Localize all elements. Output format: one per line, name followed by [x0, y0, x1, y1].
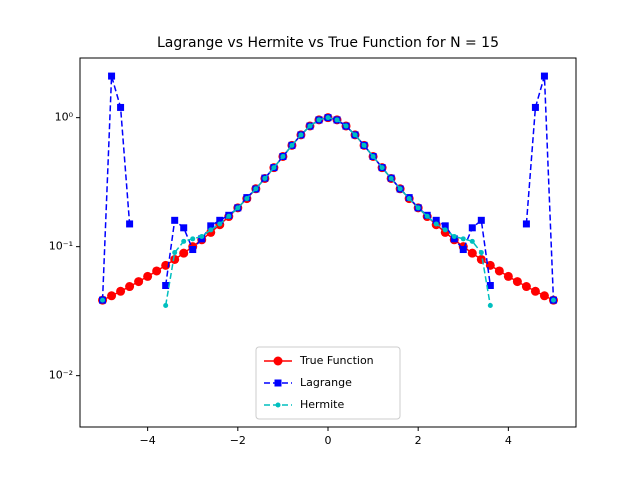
marker	[216, 216, 224, 224]
marker	[253, 186, 259, 192]
marker	[433, 221, 439, 227]
marker	[171, 216, 179, 224]
marker	[307, 123, 313, 129]
marker	[179, 248, 189, 258]
marker	[298, 132, 304, 138]
plot-area	[98, 72, 558, 308]
marker	[180, 224, 188, 232]
legend-label: Lagrange	[300, 376, 352, 389]
marker	[125, 282, 135, 292]
marker	[172, 250, 178, 256]
marker	[208, 227, 214, 233]
series-line	[525, 75, 555, 301]
marker	[539, 291, 549, 301]
y-tick-label: 10⁻²	[49, 369, 73, 382]
x-tick-label: 2	[415, 434, 422, 447]
x-tick-label: −4	[140, 434, 156, 447]
marker	[117, 103, 125, 111]
marker	[100, 297, 106, 303]
chart-title: Lagrange vs Hermite vs True Function for…	[157, 35, 499, 51]
marker	[334, 117, 340, 123]
marker	[108, 72, 116, 80]
marker	[116, 286, 126, 296]
marker	[107, 291, 117, 301]
marker	[352, 132, 358, 138]
marker	[370, 153, 376, 159]
marker	[199, 233, 205, 239]
marker	[152, 266, 162, 276]
marker	[441, 222, 449, 230]
marker	[134, 277, 144, 287]
marker	[467, 248, 477, 258]
legend-marker	[274, 379, 282, 387]
legend-label: Hermite	[300, 398, 344, 411]
legend-box	[255, 346, 401, 420]
marker	[388, 175, 394, 181]
marker	[550, 297, 556, 303]
marker	[271, 165, 277, 171]
marker	[424, 213, 430, 219]
marker	[503, 271, 513, 281]
marker	[432, 216, 440, 224]
marker	[143, 271, 153, 281]
marker	[531, 103, 539, 111]
x-tick-label: 4	[505, 434, 512, 447]
axes-frame	[79, 57, 577, 428]
marker	[379, 165, 385, 171]
marker	[316, 117, 322, 123]
marker	[280, 153, 286, 159]
legend-marker	[275, 402, 281, 408]
marker	[459, 246, 467, 254]
marker	[487, 302, 493, 308]
marker	[343, 123, 349, 129]
marker	[289, 142, 295, 148]
marker	[415, 205, 421, 211]
marker	[126, 220, 134, 228]
marker	[486, 281, 494, 289]
marker	[468, 224, 476, 232]
marker	[460, 236, 466, 242]
x-tick-label: 0	[325, 434, 332, 447]
marker	[361, 142, 367, 148]
series-line	[101, 75, 131, 301]
marker	[540, 72, 548, 80]
legend-marker	[273, 356, 283, 366]
legend: True Function Lagrange Hermite	[255, 346, 401, 420]
marker	[442, 227, 448, 233]
marker	[262, 175, 268, 181]
marker	[406, 196, 412, 202]
marker	[235, 205, 241, 211]
marker	[226, 213, 232, 219]
marker	[181, 238, 187, 244]
marker	[476, 254, 486, 264]
marker	[163, 302, 169, 308]
marker	[469, 238, 475, 244]
x-tick-label: −2	[230, 434, 246, 447]
y-tick-label: 10⁻¹	[49, 240, 73, 253]
marker	[477, 216, 485, 224]
marker	[530, 286, 540, 296]
legend-label: True Function	[299, 354, 374, 367]
marker	[451, 233, 457, 239]
marker	[217, 221, 223, 227]
marker	[244, 196, 250, 202]
marker	[207, 222, 215, 230]
marker	[189, 246, 197, 254]
marker	[478, 250, 484, 256]
marker	[170, 254, 180, 264]
marker	[494, 266, 504, 276]
y-tick-label: 10⁰	[55, 111, 74, 124]
marker	[162, 281, 170, 289]
marker	[512, 277, 522, 287]
marker	[397, 186, 403, 192]
marker	[190, 236, 196, 242]
marker	[325, 115, 331, 121]
marker	[522, 220, 530, 228]
marker	[521, 282, 531, 292]
